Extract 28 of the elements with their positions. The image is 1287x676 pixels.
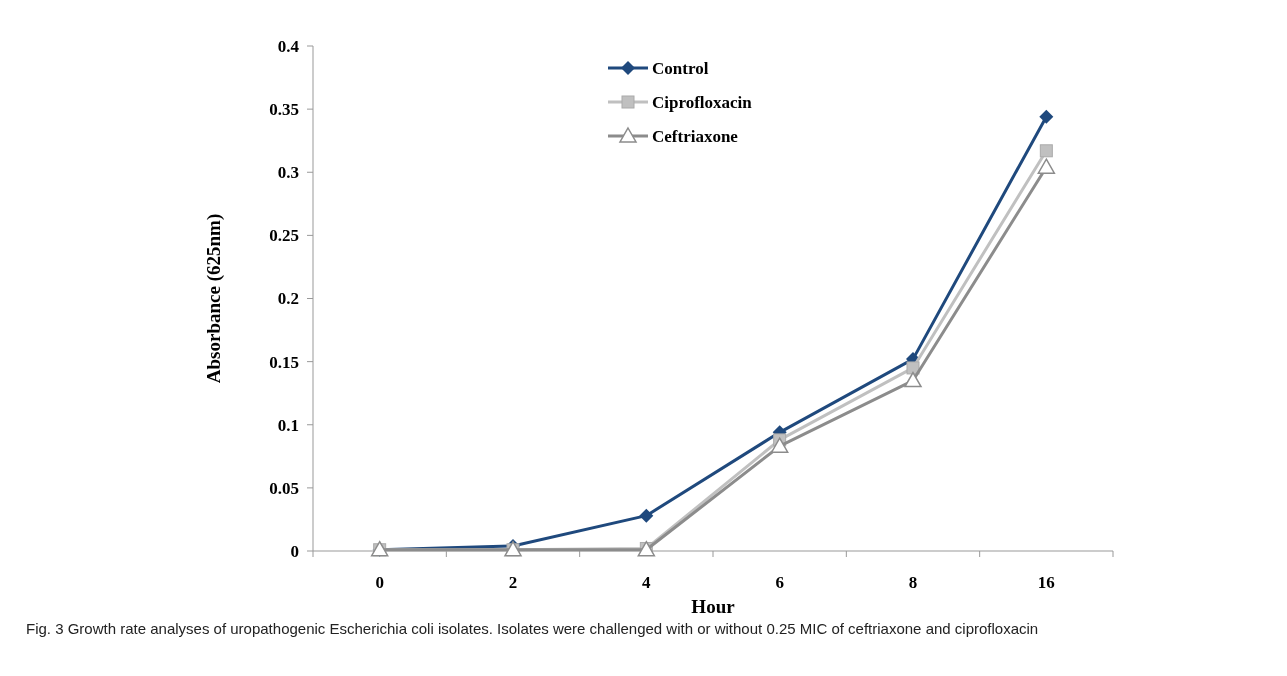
x-tick-label: 4 bbox=[642, 573, 652, 592]
point bbox=[904, 371, 922, 388]
y-tick-label: 0 bbox=[290, 541, 299, 561]
y-tick-label: 0.4 bbox=[277, 36, 300, 56]
y-axis-title: Absorbance (625nm) bbox=[203, 213, 225, 384]
y-tick-label: 0.3 bbox=[277, 163, 299, 183]
x-tick-label: 6 bbox=[775, 573, 784, 592]
caption: Fig. 3 Growth rate analyses of uropathogenic Escherichia coli isolates. Isolates were challenged with or without 0.25 MIC of ceftriaxone and ciprofloxacin bbox=[26, 619, 1040, 639]
legend-label: Ceftriaxone bbox=[652, 126, 739, 146]
x-tick-label: 8 bbox=[908, 573, 918, 592]
point bbox=[1037, 158, 1056, 174]
legend-label: Control bbox=[652, 58, 709, 78]
y-tick-label: 0.35 bbox=[269, 100, 299, 120]
y-tick-label: 0.1 bbox=[277, 415, 299, 435]
point bbox=[906, 361, 920, 375]
y-tick-label: 0.25 bbox=[269, 226, 299, 246]
point bbox=[770, 437, 789, 453]
x-tick-label: 0 bbox=[375, 573, 384, 592]
legend-label: Ciprofloxacin bbox=[652, 92, 753, 112]
x-tick-label: 16 bbox=[1037, 573, 1055, 592]
point bbox=[1039, 109, 1054, 124]
point bbox=[1039, 144, 1053, 158]
x-axis-title: Hour bbox=[691, 596, 736, 617]
point bbox=[639, 508, 654, 523]
y-tick-label: 0.2 bbox=[277, 289, 299, 309]
x-tick-label: 2 bbox=[508, 573, 518, 592]
y-tick-label: 0.15 bbox=[269, 352, 299, 372]
y-tick-label: 0.05 bbox=[269, 478, 299, 498]
